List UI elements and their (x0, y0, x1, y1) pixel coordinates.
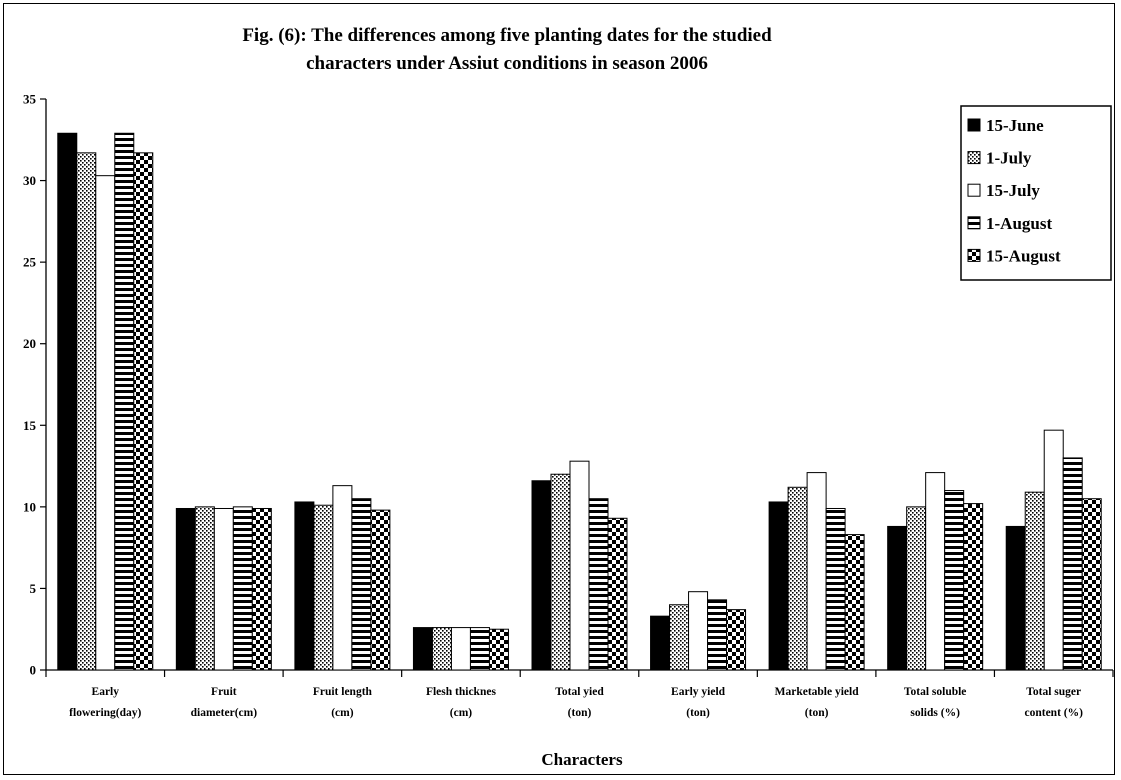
bar-15-july-1 (213, 507, 234, 671)
x-category-label: (ton) (568, 707, 592, 719)
bar-1-august-8 (1062, 457, 1083, 671)
x-category-label: (cm) (450, 707, 473, 719)
x-category-label: (cm) (331, 707, 354, 719)
bar-1-august-4 (588, 498, 609, 671)
x-category-label: Total soluble (904, 686, 967, 698)
legend-label: 15-June (986, 116, 1044, 135)
x-category-label: solids (%) (910, 707, 960, 719)
bar-15-july-5 (688, 591, 709, 671)
bar-15-july-7 (925, 472, 946, 671)
bar-1-july-6 (787, 486, 808, 671)
bar-15-june-1 (175, 507, 196, 671)
bar-15-june-4 (531, 480, 552, 671)
bar-15-july-0 (95, 175, 116, 671)
bar-1-august-7 (944, 490, 965, 671)
legend-swatch (967, 216, 981, 230)
legend-box (960, 105, 1112, 281)
legend-swatch (967, 151, 981, 165)
x-category-label: content (%) (1024, 707, 1083, 719)
bar-15-july-6 (806, 472, 827, 671)
x-category-label: Marketable yield (775, 686, 860, 698)
bar-15-august-8 (1081, 498, 1102, 671)
x-category-label: Total suger (1026, 686, 1081, 698)
bars-group (57, 132, 1102, 671)
legend-label: 15-August (986, 246, 1061, 265)
bar-1-july-3 (431, 627, 452, 671)
chart-title-line-2: characters under Assiut conditions in se… (306, 53, 708, 74)
bar-15-july-4 (569, 460, 590, 671)
legend-label: 1-July (986, 149, 1032, 168)
bar-1-july-1 (194, 506, 215, 671)
bar-1-july-7 (906, 506, 927, 671)
bar-1-august-1 (232, 506, 253, 671)
bar-1-july-0 (76, 152, 97, 671)
bar-1-july-2 (313, 504, 334, 671)
bar-1-august-2 (351, 498, 372, 671)
x-category-label: diameter(cm) (191, 707, 258, 719)
bar-15-july-8 (1043, 429, 1064, 671)
legend-swatch (967, 248, 981, 262)
bar-15-june-6 (768, 501, 789, 671)
bar-1-july-5 (669, 604, 690, 671)
bar-15-june-7 (887, 525, 908, 671)
x-category-label: Flesh thicknes (426, 686, 496, 698)
y-axis: 0 5 10 15 20 25 30 35 (23, 92, 47, 678)
x-category-label: Early (92, 686, 120, 698)
bar-15-july-3 (450, 627, 471, 671)
legend-swatch (967, 183, 981, 197)
legend-label: 1-August (986, 214, 1052, 233)
y-tick-label: 30 (23, 173, 36, 188)
bar-15-august-0 (133, 152, 154, 671)
bar-15-august-6 (844, 534, 865, 671)
y-tick-label: 25 (23, 255, 37, 270)
bar-15-august-3 (488, 628, 509, 671)
bar-15-august-4 (607, 517, 628, 671)
bar-1-august-0 (114, 132, 135, 671)
bar-15-june-3 (412, 627, 433, 671)
bar-1-july-4 (550, 473, 571, 671)
bar-15-august-7 (963, 503, 984, 671)
bar-15-june-8 (1005, 525, 1026, 671)
chart-title-line-1: Fig. (6): The differences among five pla… (242, 25, 772, 46)
x-category-label: flowering(day) (69, 707, 141, 719)
y-tick-label: 35 (23, 92, 37, 107)
y-tick-label: 20 (23, 336, 36, 351)
y-tick-label: 5 (30, 581, 37, 596)
bar-15-june-2 (294, 501, 315, 671)
bar-1-august-3 (469, 627, 490, 671)
legend: 15-June 1-July 15-July 1-August 15-August (960, 105, 1112, 281)
y-tick-label: 0 (30, 663, 37, 678)
x-category-label: Total yied (555, 686, 604, 698)
x-category-label: Fruit length (313, 686, 373, 698)
x-axis (45, 669, 1114, 677)
bar-15-july-2 (332, 485, 353, 671)
category-labels: Early flowering(day) Fruit diameter(cm) Frui… (69, 686, 1083, 719)
x-category-label: (ton) (686, 707, 710, 719)
legend-label: 15-July (986, 181, 1040, 200)
x-category-label: (ton) (805, 707, 829, 719)
bar-15-august-5 (726, 609, 747, 671)
legend-swatch (967, 118, 981, 132)
bar-15-june-5 (650, 615, 671, 671)
bar-1-july-8 (1024, 491, 1045, 671)
y-tick-label: 10 (23, 499, 36, 514)
x-axis-title: Characters (541, 750, 623, 769)
y-tick-label: 15 (23, 418, 37, 433)
bar-15-june-0 (57, 132, 78, 671)
bar-1-august-5 (707, 599, 728, 671)
x-category-label: Fruit (211, 686, 237, 698)
bar-15-august-2 (370, 509, 391, 671)
bar-15-august-1 (251, 507, 272, 671)
bar-1-august-6 (825, 507, 846, 671)
x-category-label: Early yield (671, 686, 726, 698)
